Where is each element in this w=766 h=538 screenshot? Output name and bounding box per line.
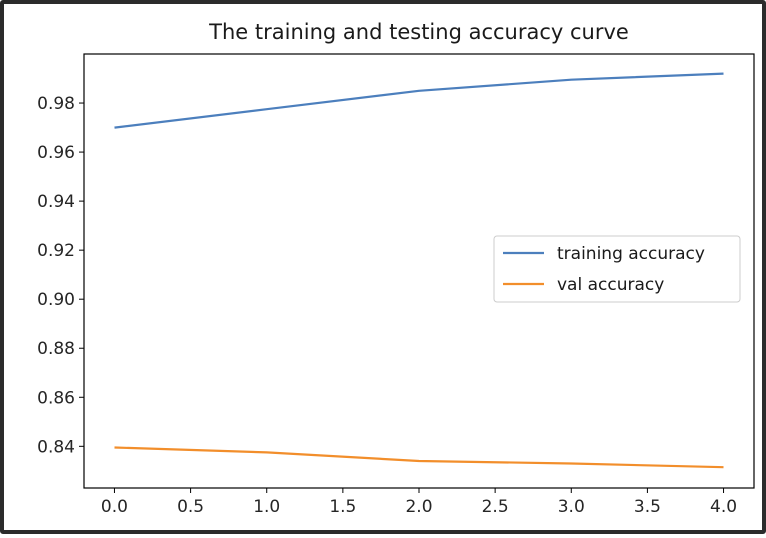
y-tick-label: 0.88 bbox=[37, 339, 75, 359]
y-tick-label: 0.94 bbox=[37, 192, 75, 212]
x-tick-label: 3.0 bbox=[558, 497, 585, 517]
legend: training accuracy val accuracy bbox=[493, 235, 741, 303]
y-tick-label: 0.86 bbox=[37, 388, 75, 408]
legend-box bbox=[493, 235, 741, 303]
x-tick-label: 1.5 bbox=[329, 497, 356, 517]
legend-label-val: val accuracy bbox=[557, 275, 664, 295]
y-tick-label: 0.90 bbox=[37, 290, 75, 310]
y-tick-label: 0.92 bbox=[37, 241, 75, 261]
x-tick-label: 1.0 bbox=[253, 497, 280, 517]
x-tick-label: 2.5 bbox=[482, 497, 509, 517]
plot-frame bbox=[83, 53, 755, 489]
series-line-1 bbox=[114, 446, 724, 469]
y-tick-label: 0.84 bbox=[37, 437, 75, 457]
x-tick-label: 4.0 bbox=[710, 497, 737, 517]
x-tick-label: 2.0 bbox=[405, 497, 432, 517]
x-tick-label: 3.5 bbox=[634, 497, 661, 517]
legend-label-training: training accuracy bbox=[557, 244, 705, 264]
y-tick-label: 0.96 bbox=[37, 143, 75, 163]
accuracy-chart: The training and testing accuracy curve … bbox=[37, 20, 755, 517]
series-line-0 bbox=[114, 72, 724, 129]
y-tick-label: 0.98 bbox=[37, 94, 75, 114]
x-tick-label: 0.0 bbox=[101, 497, 128, 517]
series-lines bbox=[114, 72, 724, 469]
x-tick-label: 0.5 bbox=[177, 497, 204, 517]
chart-title: The training and testing accuracy curve bbox=[208, 20, 629, 44]
y-axis-ticks: 0.84 0.86 0.88 0.90 0.92 0.94 0.96 0.98 bbox=[37, 94, 84, 457]
x-axis-ticks: 0.0 0.5 1.0 1.5 2.0 2.5 3.0 3.5 4.0 bbox=[101, 488, 737, 517]
